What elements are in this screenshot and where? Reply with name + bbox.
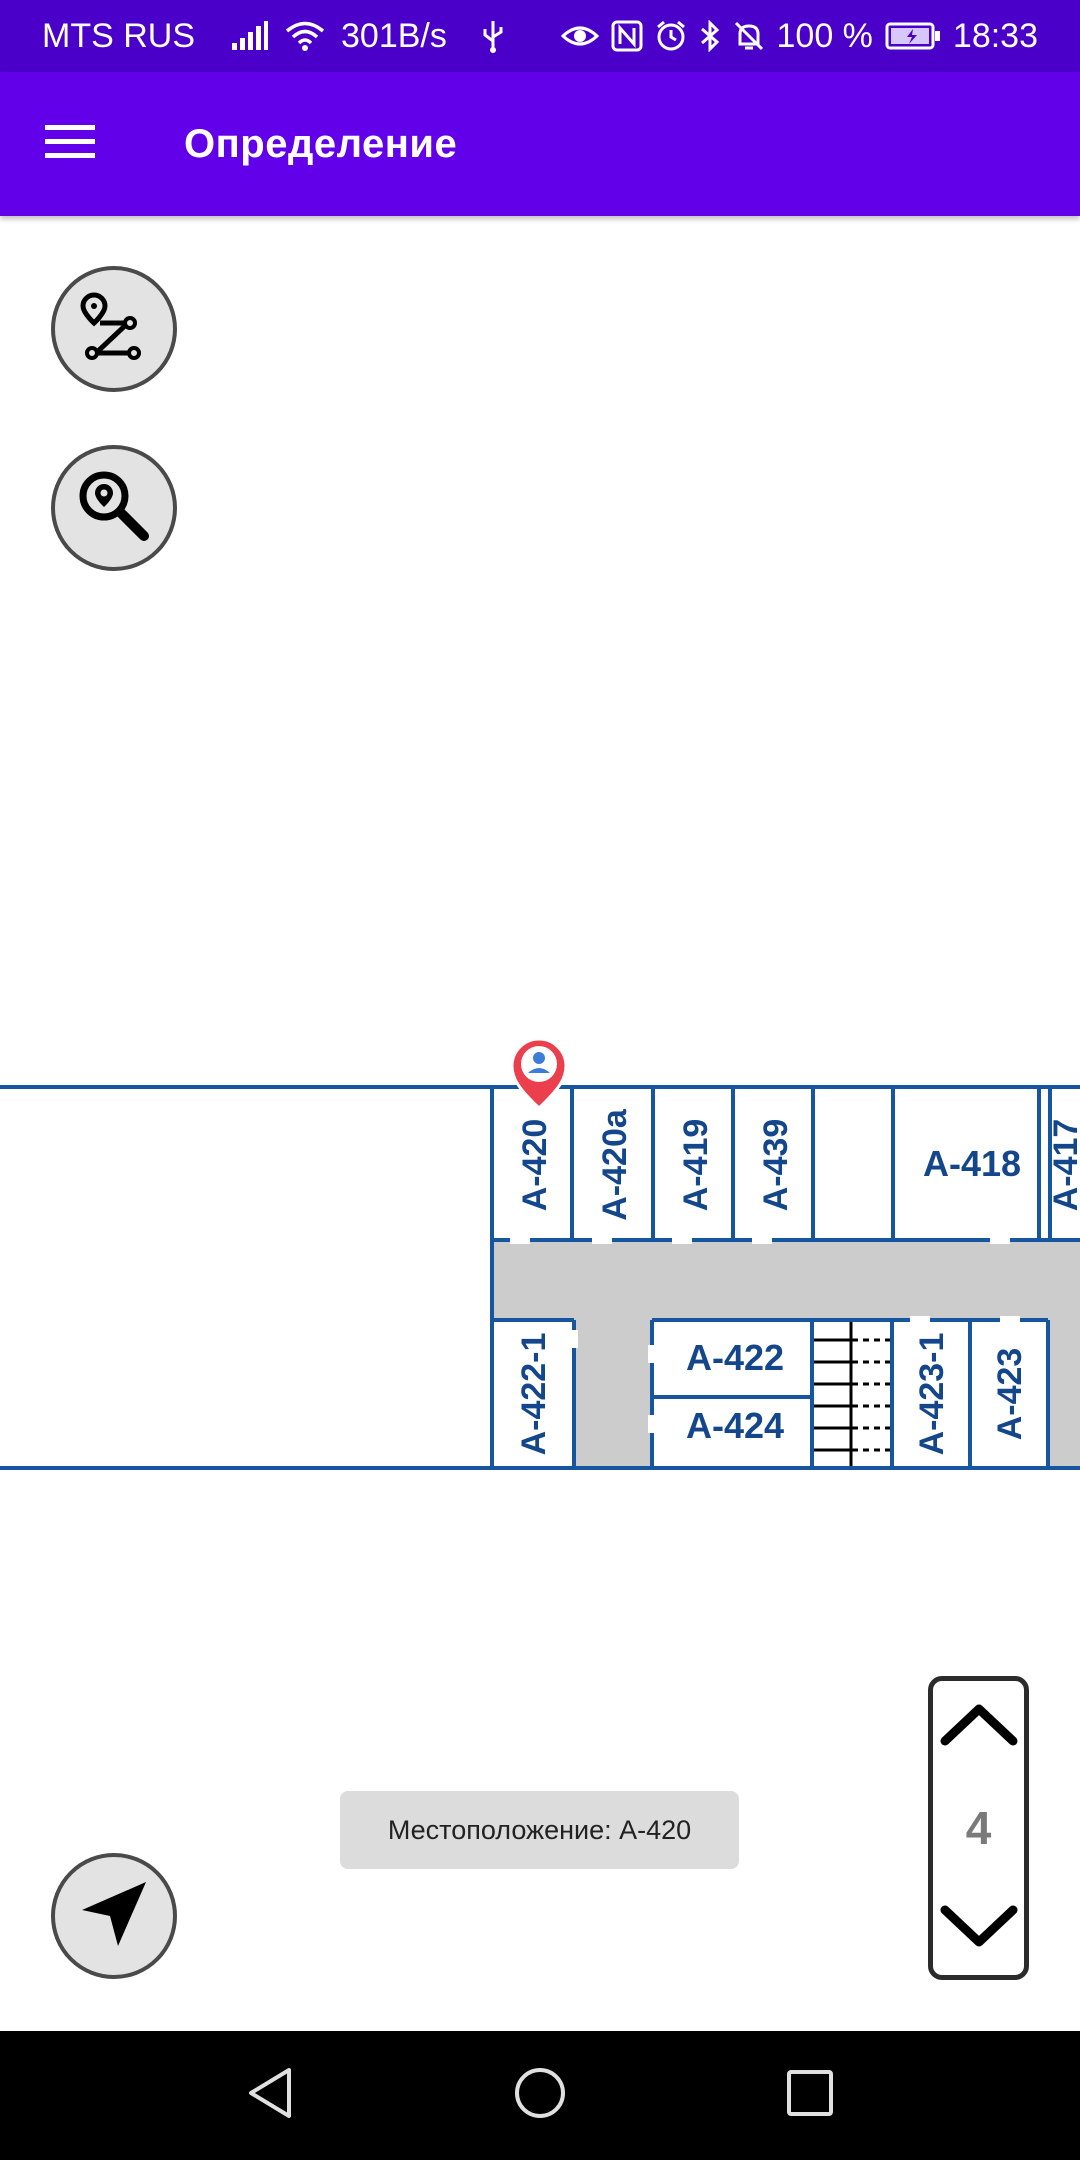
chevron-down-icon [939, 1904, 1019, 1955]
recents-icon [785, 2068, 835, 2123]
floor-plan[interactable]: А-420 А-420а А-419 А-439 А-418 А-417 А-4… [0, 216, 1080, 2031]
clock: 18:33 [952, 16, 1038, 55]
room-label-a423-1[interactable]: А-423-1 [913, 1333, 951, 1456]
room-label-a419[interactable]: А-419 [677, 1119, 715, 1212]
menu-button[interactable] [0, 72, 140, 216]
doors [510, 1236, 1020, 1433]
floor-down-button[interactable] [939, 1904, 1019, 1955]
floor-number: 4 [965, 1802, 992, 1854]
carrier-name: MTS RUS [42, 16, 195, 55]
signal-icon [231, 21, 269, 51]
search-location-icon [76, 468, 152, 549]
navigation-arrow-icon [76, 1876, 152, 1957]
room-label-a422-1[interactable]: А-422-1 [515, 1333, 553, 1456]
status-bar: MTS RUS 301B/s [0, 0, 1080, 72]
wifi-icon [285, 20, 325, 52]
room-label-a420a[interactable]: А-420а [596, 1108, 634, 1221]
staircase [814, 1322, 890, 1466]
network-speed: 301B/s [341, 16, 447, 55]
back-button[interactable] [230, 2056, 310, 2136]
room-label-a418[interactable]: А-418 [923, 1143, 1021, 1184]
room-label-a423[interactable]: А-423 [991, 1348, 1029, 1441]
eye-icon [560, 23, 599, 49]
recents-button[interactable] [770, 2056, 850, 2136]
bluetooth-icon [699, 20, 721, 52]
corridor-main [492, 1242, 1080, 1320]
mute-icon [733, 20, 765, 52]
battery-icon [885, 21, 941, 51]
home-icon [512, 2065, 568, 2126]
corridor-branch [574, 1320, 652, 1466]
nfc-icon [611, 20, 643, 52]
room-label-a422[interactable]: А-422 [686, 1337, 784, 1378]
route-button[interactable] [51, 266, 177, 392]
room-label-a439[interactable]: А-439 [757, 1119, 795, 1212]
chevron-up-icon [939, 1701, 1019, 1752]
alarm-icon [655, 20, 687, 52]
floor-up-button[interactable] [939, 1701, 1019, 1752]
hamburger-menu-icon [45, 124, 95, 164]
usb-icon [481, 19, 505, 53]
search-location-button[interactable] [51, 445, 177, 571]
navigation-bar [0, 2031, 1080, 2160]
route-icon [78, 291, 150, 368]
page-title: Определение [184, 121, 458, 166]
back-icon [245, 2066, 295, 2125]
toast-text: Местоположение: А-420 [387, 1814, 692, 1845]
corridor-right [1048, 1320, 1080, 1466]
room-label-a420[interactable]: А-420 [516, 1119, 554, 1212]
battery-percent: 100 % [776, 16, 873, 55]
my-location-button[interactable] [51, 1853, 177, 1979]
location-toast: Местоположение: А-420 [340, 1791, 739, 1869]
room-label-a424[interactable]: А-424 [686, 1405, 784, 1446]
map-view[interactable]: А-420 А-420а А-419 А-439 А-418 А-417 А-4… [0, 216, 1080, 2031]
app-bar: Определение [0, 72, 1080, 216]
location-marker-icon[interactable] [510, 1037, 568, 1111]
floor-selector: 4 [928, 1676, 1029, 1980]
home-button[interactable] [500, 2056, 580, 2136]
room-label-a417[interactable]: А-417 [1047, 1119, 1080, 1212]
